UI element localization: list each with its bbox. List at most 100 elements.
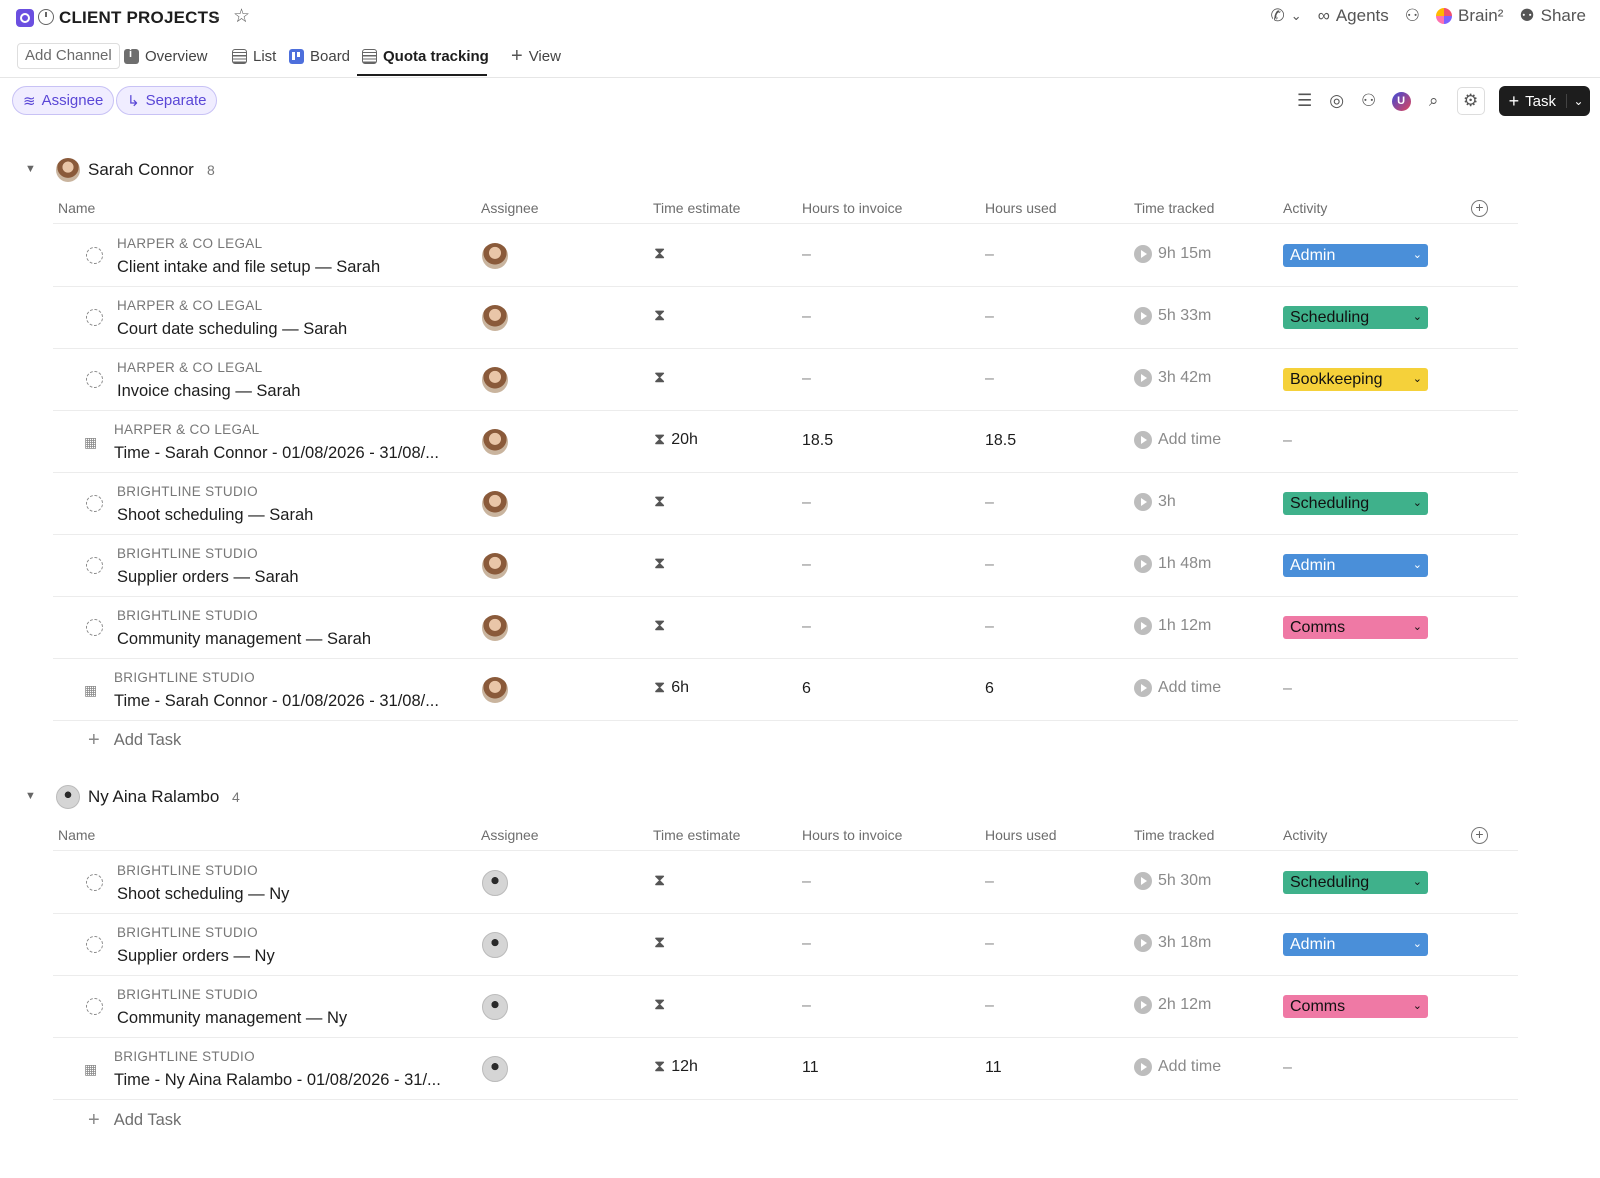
assignee-avatar[interactable] bbox=[482, 1056, 508, 1082]
assignees-icon[interactable]: ⚇ bbox=[1361, 91, 1377, 110]
status-icon[interactable] bbox=[86, 371, 103, 388]
new-task-main[interactable]: + Task bbox=[1499, 91, 1566, 112]
add-task-button[interactable]: + Add Task bbox=[88, 1100, 181, 1140]
hours-to-invoice[interactable]: – bbox=[802, 246, 811, 263]
hours-to-invoice[interactable]: – bbox=[802, 935, 811, 952]
time-tracked[interactable]: 5h 33m bbox=[1134, 307, 1211, 325]
task-name[interactable]: Time - Sarah Connor - 01/08/2026 - 31/08… bbox=[114, 444, 439, 462]
play-icon[interactable] bbox=[1134, 934, 1152, 952]
chevron-down-icon[interactable]: ⌄ bbox=[211, 8, 222, 23]
col-time-estimate[interactable]: Time estimate bbox=[653, 200, 741, 216]
hours-to-invoice[interactable]: – bbox=[802, 873, 811, 890]
time-tracked[interactable]: 3h 18m bbox=[1134, 934, 1211, 952]
time-tracked[interactable]: 9h 15m bbox=[1134, 245, 1211, 263]
time-estimate[interactable]: ⧗ bbox=[654, 934, 671, 952]
time-estimate[interactable]: ⧗ 6h bbox=[654, 679, 689, 697]
time-tracked[interactable]: 5h 30m bbox=[1134, 872, 1211, 890]
activity-dropdown[interactable]: Admin ⌄ bbox=[1283, 554, 1428, 577]
play-icon[interactable] bbox=[1134, 369, 1152, 387]
activity-empty[interactable]: – bbox=[1283, 680, 1292, 697]
hours-used[interactable]: – bbox=[985, 308, 994, 325]
time-tracked[interactable]: Add time bbox=[1134, 431, 1221, 449]
hours-to-invoice[interactable]: 18.5 bbox=[802, 432, 834, 449]
task-name[interactable]: Invoice chasing — Sarah bbox=[117, 382, 301, 400]
share-button[interactable]: ⚉ Share bbox=[1519, 6, 1586, 26]
settings-button[interactable]: ⚙ bbox=[1456, 87, 1485, 115]
hours-to-invoice[interactable]: – bbox=[802, 494, 811, 511]
time-tracked[interactable]: 1h 48m bbox=[1134, 555, 1211, 573]
time-estimate[interactable]: ⧗ bbox=[654, 307, 671, 325]
status-icon[interactable] bbox=[86, 936, 103, 953]
time-tracked[interactable]: Add time bbox=[1134, 1058, 1221, 1076]
time-tracked[interactable]: 3h 42m bbox=[1134, 369, 1211, 387]
caret-down-icon[interactable]: ▼ bbox=[25, 163, 36, 175]
assignee-avatar[interactable] bbox=[482, 367, 508, 393]
col-time-tracked[interactable]: Time tracked bbox=[1134, 827, 1215, 843]
time-tracked[interactable]: Add time bbox=[1134, 679, 1221, 697]
group-header[interactable]: ▼ Sarah Connor 8 bbox=[0, 152, 1600, 186]
table-row[interactable]: BRIGHTLINE STUDIO Supplier orders — Sarah… bbox=[53, 535, 1518, 597]
activity-dropdown[interactable]: Scheduling ⌄ bbox=[1283, 306, 1428, 329]
status-icon[interactable] bbox=[86, 619, 103, 636]
col-hours-used[interactable]: Hours used bbox=[985, 200, 1057, 216]
col-time-estimate[interactable]: Time estimate bbox=[653, 827, 741, 843]
hours-to-invoice[interactable]: 6 bbox=[802, 680, 811, 697]
hours-used[interactable]: – bbox=[985, 370, 994, 387]
hours-to-invoice[interactable]: – bbox=[802, 308, 811, 325]
status-icon[interactable] bbox=[86, 247, 103, 264]
activity-empty[interactable]: – bbox=[1283, 1059, 1292, 1076]
hours-used[interactable]: – bbox=[985, 556, 994, 573]
add-column-icon[interactable]: + bbox=[1471, 200, 1488, 217]
add-task-button[interactable]: + Add Task bbox=[88, 720, 181, 760]
hours-used[interactable]: 6 bbox=[985, 680, 994, 697]
activity-dropdown[interactable]: Comms ⌄ bbox=[1283, 995, 1428, 1018]
play-icon[interactable] bbox=[1134, 555, 1152, 573]
task-name[interactable]: Supplier orders — Ny bbox=[117, 947, 275, 965]
task-name[interactable]: Time - Sarah Connor - 01/08/2026 - 31/08… bbox=[114, 692, 439, 710]
activity-dropdown[interactable]: Admin ⌄ bbox=[1283, 244, 1428, 267]
time-tracked[interactable]: 2h 12m bbox=[1134, 996, 1211, 1014]
play-icon[interactable] bbox=[1134, 617, 1152, 635]
time-tracked[interactable]: 3h bbox=[1134, 493, 1176, 511]
task-name[interactable]: Court date scheduling — Sarah bbox=[117, 320, 348, 338]
status-icon[interactable] bbox=[86, 998, 103, 1015]
tab-board[interactable]: Board bbox=[289, 43, 350, 69]
task-name[interactable]: Community management — Ny bbox=[117, 1009, 348, 1027]
agents-button[interactable]: ∞ Agents bbox=[1318, 6, 1389, 26]
play-icon[interactable] bbox=[1134, 245, 1152, 263]
search-icon[interactable]: ⌕ bbox=[1428, 91, 1439, 110]
col-activity[interactable]: Activity bbox=[1283, 200, 1328, 216]
chevron-down-icon[interactable]: ⌄ bbox=[1566, 94, 1590, 108]
table-row[interactable]: ▦ BRIGHTLINE STUDIO Time - Ny Aina Ralambo… bbox=[53, 1038, 1518, 1100]
table-row[interactable]: HARPER & CO LEGAL Invoice chasing — Sarah… bbox=[53, 349, 1518, 411]
task-name[interactable]: Supplier orders — Sarah bbox=[117, 568, 299, 586]
table-row[interactable]: BRIGHTLINE STUDIO Community management — … bbox=[53, 597, 1518, 659]
col-hours-to-invoice[interactable]: Hours to invoice bbox=[802, 827, 903, 843]
table-row[interactable]: ▦ BRIGHTLINE STUDIO Time - Sarah Connor - … bbox=[53, 659, 1518, 721]
table-row[interactable]: BRIGHTLINE STUDIO Shoot scheduling — Ny ⧗ –… bbox=[53, 852, 1518, 914]
space-logo-icon[interactable] bbox=[16, 9, 34, 27]
col-hours-used[interactable]: Hours used bbox=[985, 827, 1057, 843]
tab-overview[interactable]: Overview bbox=[124, 43, 208, 69]
time-estimate[interactable]: ⧗ 20h bbox=[654, 431, 698, 449]
status-icon[interactable] bbox=[86, 874, 103, 891]
time-tracked[interactable]: 1h 12m bbox=[1134, 617, 1211, 635]
play-icon[interactable] bbox=[1134, 307, 1152, 325]
assignee-avatar[interactable] bbox=[482, 429, 508, 455]
caret-down-icon[interactable]: ▼ bbox=[25, 790, 36, 802]
play-icon[interactable] bbox=[1134, 679, 1152, 697]
assignee-avatar[interactable] bbox=[482, 553, 508, 579]
hours-used[interactable]: – bbox=[985, 246, 994, 263]
time-estimate[interactable]: ⧗ bbox=[654, 369, 671, 387]
assignee-avatar[interactable] bbox=[482, 870, 508, 896]
task-name[interactable]: Time - Ny Aina Ralambo - 01/08/2026 - 31… bbox=[114, 1071, 441, 1089]
table-row[interactable]: BRIGHTLINE STUDIO Community management — … bbox=[53, 976, 1518, 1038]
col-assignee[interactable]: Assignee bbox=[481, 827, 539, 843]
call-menu[interactable]: ✆ ⌄ bbox=[1271, 6, 1302, 26]
hours-used[interactable]: 11 bbox=[985, 1059, 1002, 1076]
hours-used[interactable]: – bbox=[985, 618, 994, 635]
table-row[interactable]: BRIGHTLINE STUDIO Shoot scheduling — Sara… bbox=[53, 473, 1518, 535]
separate-chip[interactable]: ↳ Separate bbox=[116, 86, 218, 115]
col-time-tracked[interactable]: Time tracked bbox=[1134, 200, 1215, 216]
col-activity[interactable]: Activity bbox=[1283, 827, 1328, 843]
